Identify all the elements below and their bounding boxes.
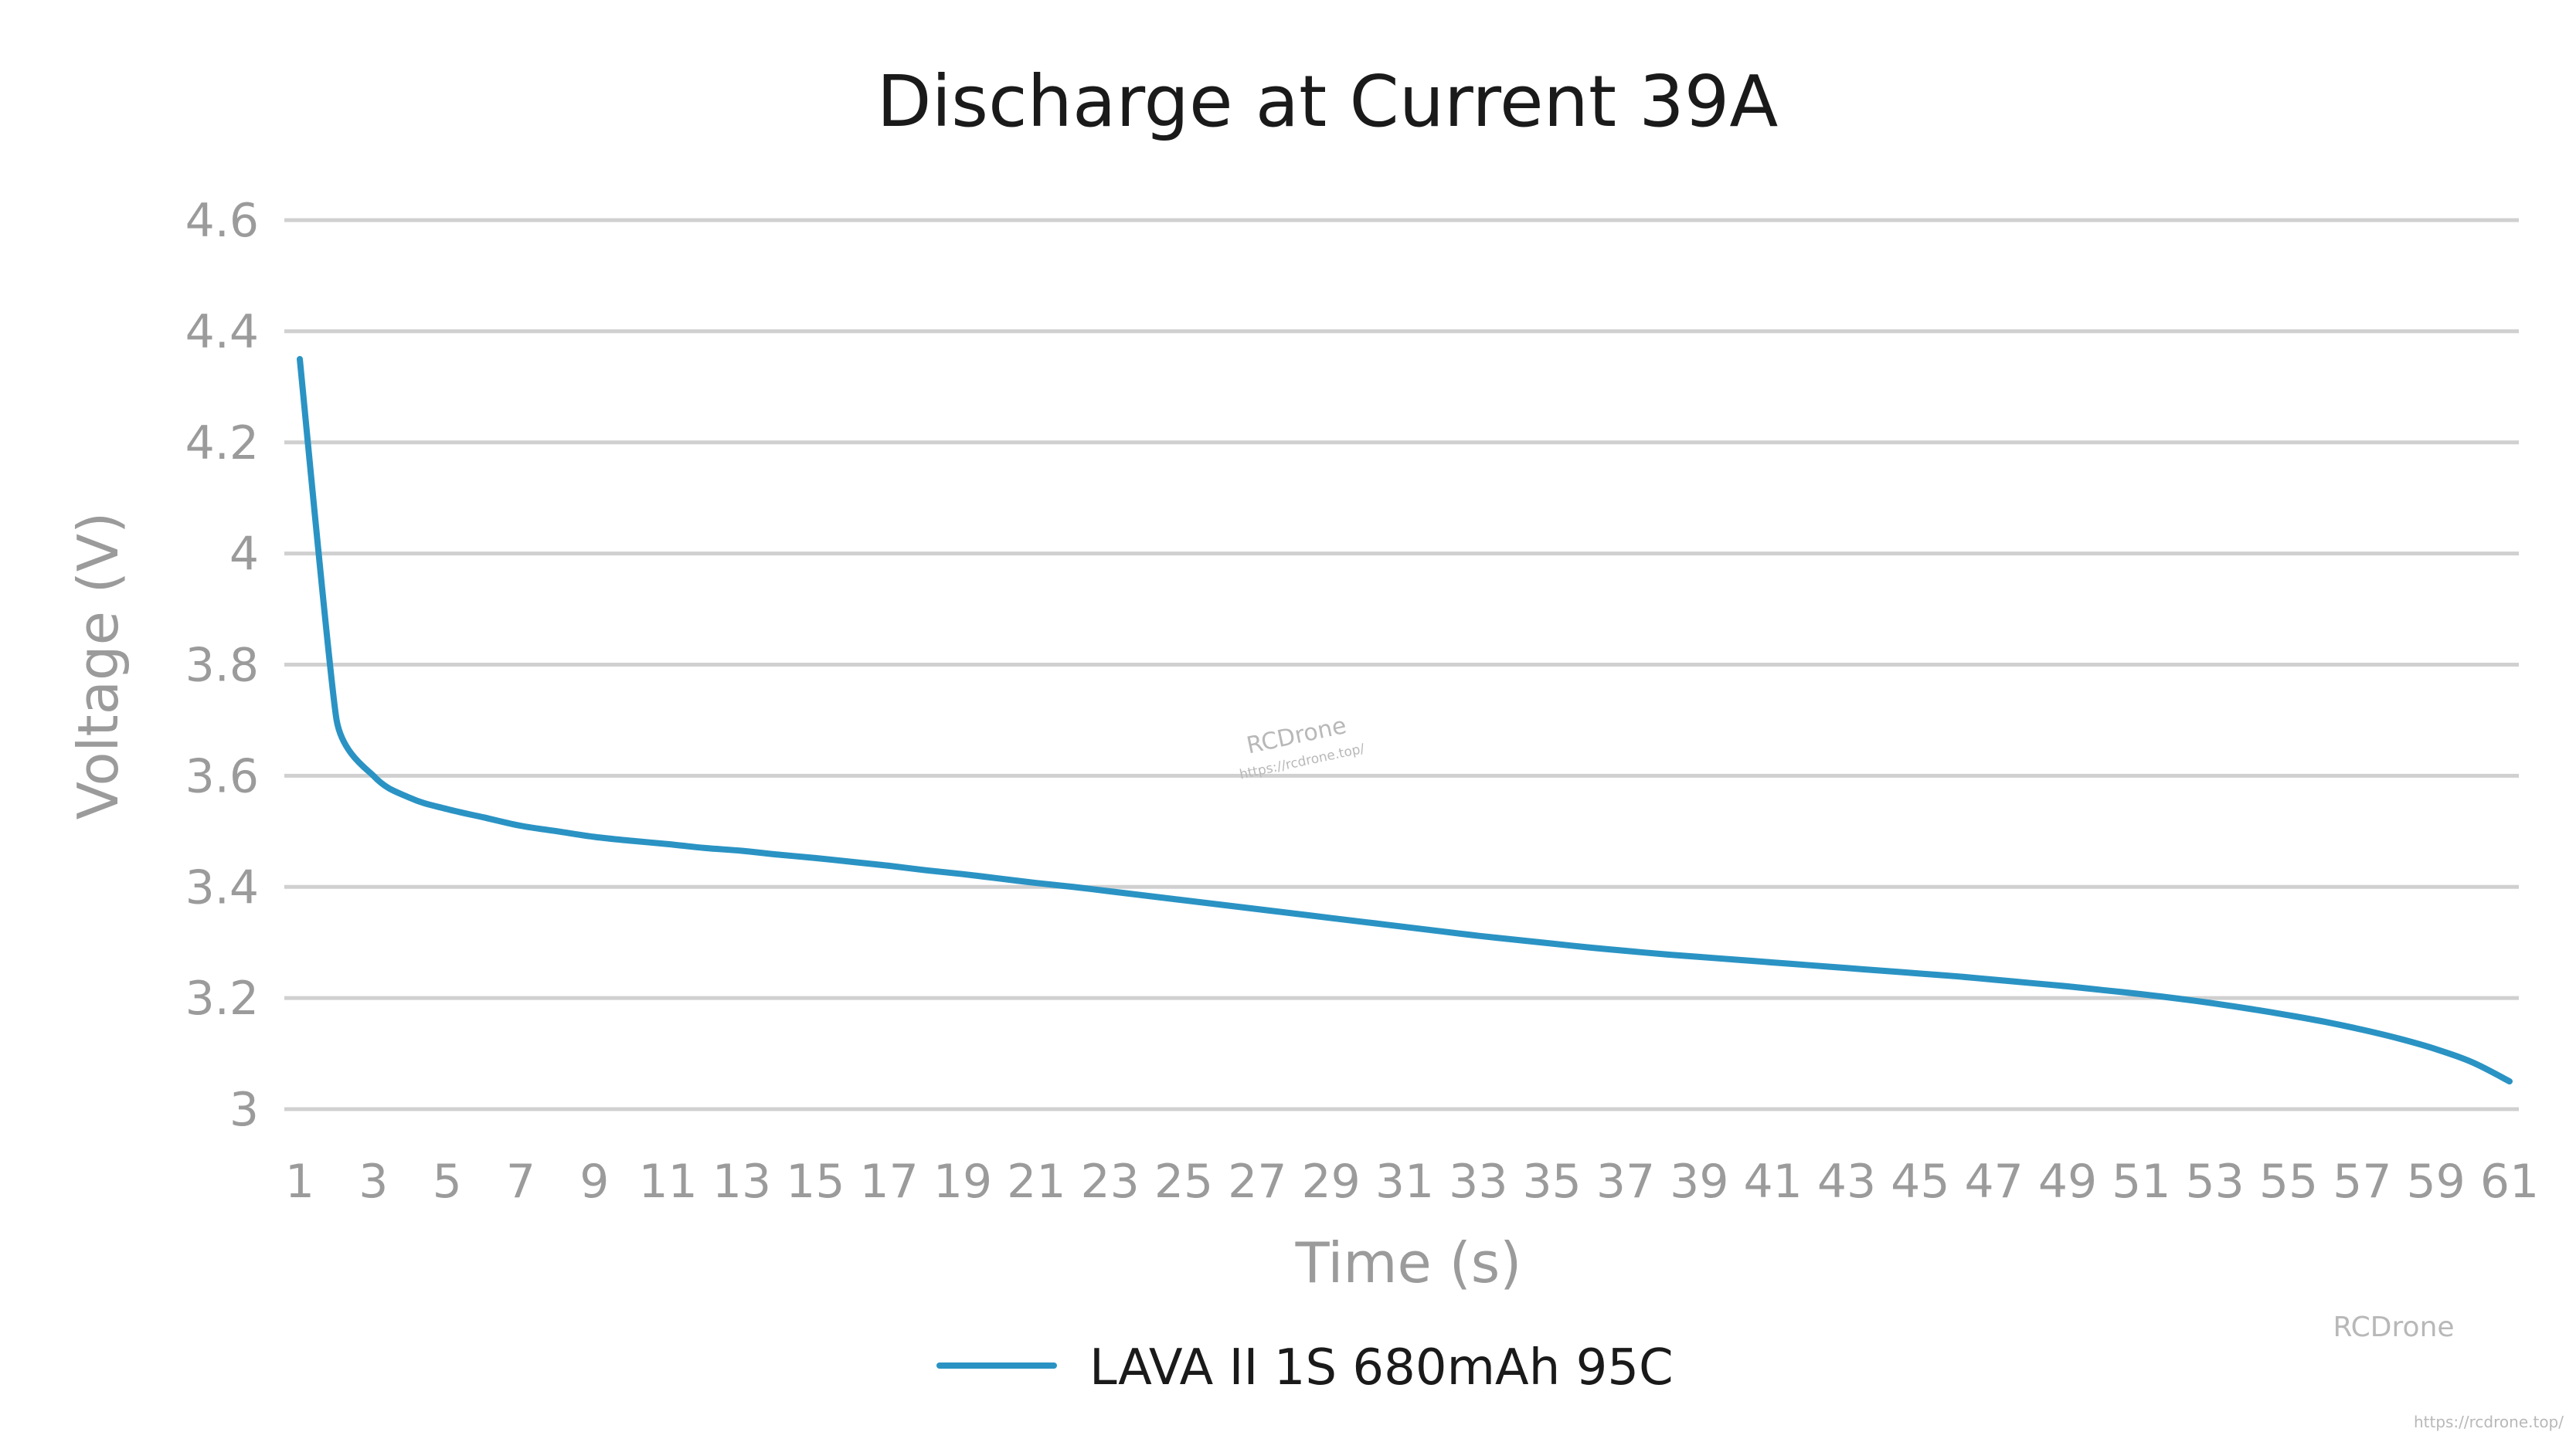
x-tick-label: 19 [933,1155,992,1209]
x-tick-label: 59 [2406,1155,2465,1209]
x-tick-label: 5 [433,1155,462,1209]
y-tick-label: 4.6 [185,194,259,248]
watermark-corner-url: https://rcdrone.top/ [2414,1413,2564,1431]
series-line-0 [297,355,2513,1085]
x-tick-label: 53 [2185,1155,2244,1209]
series-layer [297,355,2513,1085]
y-axis-ticks: 4.6 4.4 4.2 4 3.8 3.6 3.4 3.2 3 [185,194,259,1137]
y-tick-label: 3.8 [185,639,259,693]
x-tick-label: 9 [579,1155,609,1209]
x-tick-label: 1 [285,1155,314,1209]
x-tick-label: 25 [1154,1155,1213,1209]
x-tick-label: 43 [1817,1155,1876,1209]
x-tick-label: 41 [1743,1155,1802,1209]
x-tick-label: 35 [1522,1155,1581,1209]
y-tick-label: 4.2 [185,416,259,470]
x-tick-label: 21 [1007,1155,1065,1209]
x-tick-label: 15 [786,1155,845,1209]
grid-lines [284,218,2519,1111]
y-tick-label: 4 [229,528,259,582]
x-axis-ticks: 1 3 5 7 9 11 13 15 17 19 21 23 25 27 29 31 33 35 37 39 41 43 4… [285,1155,2539,1209]
y-tick-label: 3.6 [185,749,259,803]
x-tick-label: 31 [1375,1155,1434,1209]
y-axis-title: Voltage (V) [66,512,131,820]
legend: LAVA II 1S 680mAh 95C [936,1339,1674,1396]
x-tick-label: 55 [2259,1155,2318,1209]
y-tick-label: 3.2 [185,972,259,1026]
x-tick-label: 17 [859,1155,918,1209]
legend-label: LAVA II 1S 680mAh 95C [1089,1339,1674,1396]
x-tick-label: 7 [506,1155,535,1209]
x-tick-label: 39 [1670,1155,1728,1209]
x-tick-label: 11 [638,1155,697,1209]
x-tick-label: 27 [1228,1155,1286,1209]
watermark-center: RCDrone https://rcdrone.top/ [1238,712,1366,782]
x-tick-label: 51 [2112,1155,2170,1209]
x-tick-label: 49 [2038,1155,2097,1209]
x-axis-title: Time (s) [1295,1230,1522,1295]
y-tick-label: 4.4 [185,305,259,359]
x-tick-label: 23 [1080,1155,1139,1209]
x-tick-label: 45 [1891,1155,1949,1209]
x-tick-label: 33 [1449,1155,1507,1209]
y-tick-label: 3 [229,1083,259,1137]
x-tick-label: 47 [1964,1155,2023,1209]
watermark-corner-name: RCDrone [2333,1312,2454,1343]
chart-title: Discharge at Current 39A [877,60,1779,143]
x-tick-label: 3 [359,1155,388,1209]
x-tick-label: 29 [1301,1155,1360,1209]
x-tick-label: 61 [2480,1155,2539,1209]
x-tick-label: 57 [2333,1155,2391,1209]
y-tick-label: 3.4 [185,860,259,915]
x-tick-label: 13 [712,1155,771,1209]
x-tick-label: 37 [1596,1155,1655,1209]
